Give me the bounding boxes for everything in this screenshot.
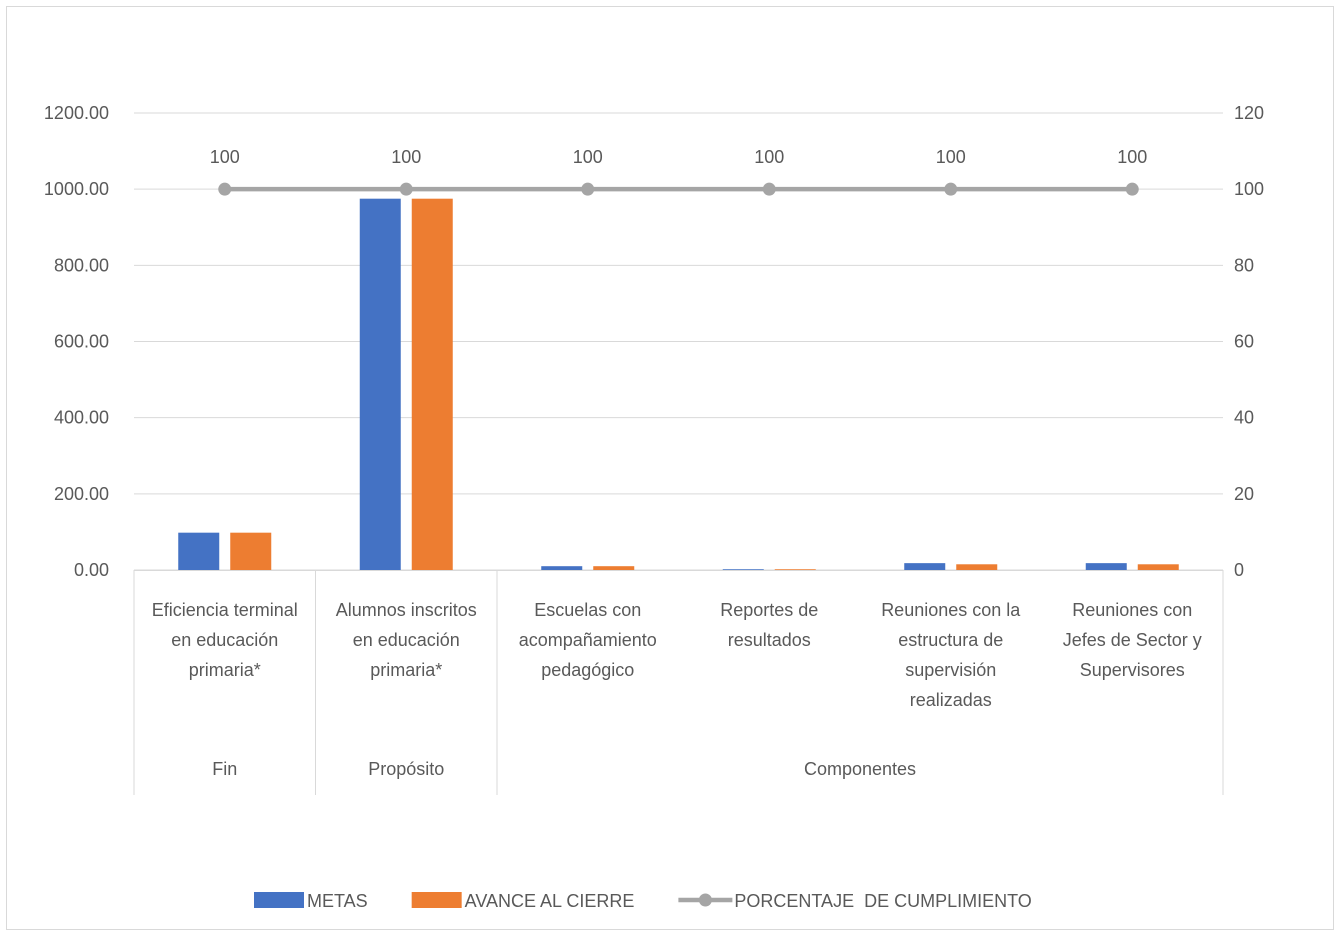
category-label: Reuniones con la <box>881 600 1021 620</box>
avance-bar <box>1137 564 1179 570</box>
category-label: estructura de <box>898 630 1003 650</box>
category-label: Reportes de <box>720 600 818 620</box>
category-label: resultados <box>728 630 811 650</box>
y-right-tick-label: 120 <box>1234 103 1264 123</box>
chart-frame <box>6 6 1334 930</box>
y-left-tick-label: 400.00 <box>54 408 109 428</box>
cumplimiento-marker <box>218 182 232 196</box>
category-label: pedagógico <box>541 660 634 680</box>
y-left-tick-label: 200.00 <box>54 484 109 504</box>
y-left-tick-label: 800.00 <box>54 255 109 275</box>
category-label: acompañamiento <box>519 630 657 650</box>
category-label: primaria* <box>370 660 442 680</box>
metas-bar <box>541 566 583 570</box>
cumplimiento-data-label: 100 <box>936 147 966 167</box>
legend-swatch <box>411 892 462 908</box>
category-label: Alumnos inscritos <box>336 600 477 620</box>
metas-bar <box>904 563 946 570</box>
category-label: en educación <box>171 630 278 650</box>
y-left-tick-label: 1200.00 <box>44 103 109 123</box>
category-label: Reuniones con <box>1072 600 1192 620</box>
category-label: Escuelas con <box>534 600 641 620</box>
y-right-tick-label: 40 <box>1234 408 1254 428</box>
legend-label: METAS <box>307 891 368 911</box>
cumplimiento-marker <box>1125 182 1139 196</box>
cumplimiento-marker <box>581 182 595 196</box>
y-left-tick-label: 600.00 <box>54 332 109 352</box>
cumplimiento-data-label: 100 <box>1117 147 1147 167</box>
y-right-tick-label: 100 <box>1234 179 1264 199</box>
category-label: primaria* <box>189 660 261 680</box>
avance-bar <box>230 532 272 570</box>
avance-bar <box>411 198 453 570</box>
y-right-tick-label: 20 <box>1234 484 1254 504</box>
legend-label: AVANCE AL CIERRE <box>465 891 635 911</box>
cumplimiento-data-label: 100 <box>210 147 240 167</box>
legend-label: PORCENTAJE DE CUMPLIMIENTO <box>734 891 1031 911</box>
legend-swatch <box>254 892 304 908</box>
category-label: supervisión <box>905 660 996 680</box>
metas-bar <box>1085 563 1127 570</box>
cumplimiento-data-label: 100 <box>391 147 421 167</box>
avance-bar <box>593 566 635 570</box>
y-left-tick-label: 0.00 <box>74 560 109 580</box>
category-label: Eficiencia terminal <box>152 600 298 620</box>
cumplimiento-data-label: 100 <box>754 147 784 167</box>
y-right-tick-label: 0 <box>1234 560 1244 580</box>
metas-bar <box>178 532 220 570</box>
metas-bar <box>359 198 401 570</box>
y-right-tick-label: 80 <box>1234 255 1254 275</box>
group-label: Propósito <box>368 759 444 779</box>
category-label: realizadas <box>910 690 992 710</box>
avance-bar <box>774 569 816 570</box>
metas-bar <box>722 569 764 570</box>
y-right-tick-label: 60 <box>1234 332 1254 352</box>
legend-marker <box>698 893 712 907</box>
y-left-tick-label: 1000.00 <box>44 179 109 199</box>
group-label: Componentes <box>804 759 916 779</box>
category-label: Jefes de Sector y <box>1063 630 1202 650</box>
cumplimiento-marker <box>762 182 776 196</box>
cumplimiento-marker <box>944 182 958 196</box>
cumplimiento-marker <box>399 182 413 196</box>
category-label: en educación <box>353 630 460 650</box>
group-label: Fin <box>212 759 237 779</box>
avance-bar <box>956 564 998 570</box>
category-label: Supervisores <box>1080 660 1185 680</box>
cumplimiento-data-label: 100 <box>573 147 603 167</box>
